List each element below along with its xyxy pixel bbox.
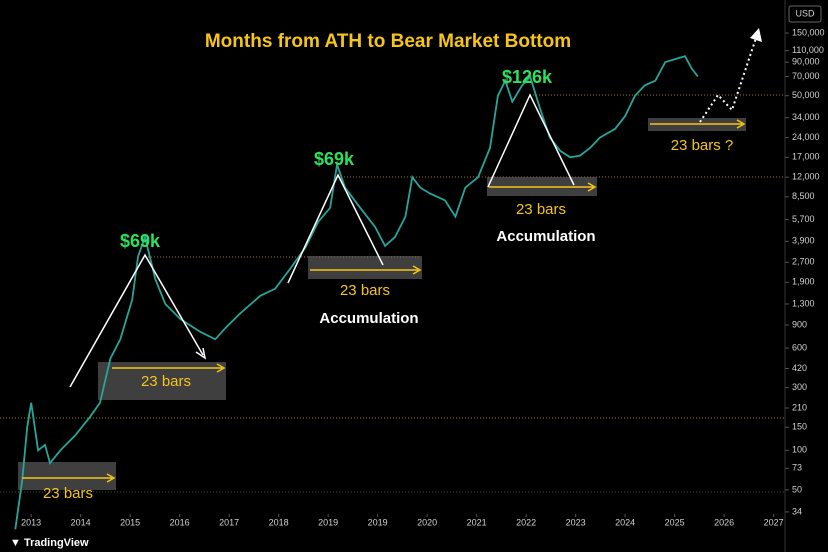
range-box (18, 462, 116, 490)
range-arrow (310, 265, 422, 275)
y-tick-label: 150 (792, 422, 807, 432)
y-tick-label: 73 (792, 463, 802, 473)
y-tick-label: 34 (792, 506, 802, 516)
price-line (14, 55, 699, 530)
y-tick-label: 900 (792, 319, 807, 329)
annotation: $69k (120, 231, 161, 251)
annotation: $126k (502, 67, 553, 87)
x-tick-label: 2014 (71, 517, 91, 527)
y-tick-label: 50 (792, 484, 802, 494)
x-tick-label: 2022 (516, 517, 536, 527)
x-tick-label: 2016 (170, 517, 190, 527)
range-arrow (650, 119, 746, 129)
y-tick-label: 50,000 (792, 90, 820, 100)
x-tick-label: 2019 (318, 517, 338, 527)
y-tick-label: 24,000 (792, 132, 820, 142)
cycle-line (287, 173, 384, 284)
plot (14, 55, 699, 530)
annotation: 23 bars ? (671, 137, 734, 154)
annotation: 23 bars (141, 373, 191, 390)
y-tick-label: 34,000 (792, 112, 820, 122)
overlay (0, 94, 785, 493)
annotation: Accumulation (319, 310, 418, 327)
y-tick-label: 110,000 (792, 45, 824, 55)
chart-title: Months from ATH to Bear Market Bottom (205, 31, 571, 52)
x-tick-label: 2019 (368, 517, 388, 527)
x-tick-label: 2024 (615, 517, 635, 527)
cycle-line (69, 253, 207, 388)
y-tick-label: 300 (792, 382, 807, 392)
annotation: 23 bars (43, 485, 93, 502)
y-tick-label: 3,900 (792, 236, 815, 246)
y-tick-label: 420 (792, 363, 807, 373)
y-tick-label: 150,000 (792, 27, 825, 37)
annotation: $69k (314, 149, 355, 169)
y-axis-label: USD (795, 8, 815, 18)
x-tick-label: 2026 (714, 517, 734, 527)
y-tick-label: 70,000 (792, 71, 820, 81)
projection-line (699, 34, 758, 123)
range-arrow (112, 363, 226, 373)
x-tick-label: 2023 (566, 517, 586, 527)
x-tick-label: 2013 (21, 517, 41, 527)
x-tick-label: 2025 (665, 517, 685, 527)
y-tick-label: 5,700 (792, 214, 815, 224)
cycle-line (487, 93, 575, 188)
y-tick-label: 8,500 (792, 191, 815, 201)
y-tick-label: 600 (792, 342, 807, 352)
overlay-top (22, 0, 786, 552)
y-tick-label: 17,000 (792, 152, 820, 162)
x-tick-label: 2021 (467, 517, 487, 527)
y-tick-label: 1,300 (792, 298, 815, 308)
annotation: Accumulation (496, 228, 595, 245)
x-tick-label: 2027 (764, 517, 784, 527)
y-tick-label: 1,900 (792, 277, 815, 287)
annotation: 23 bars (516, 201, 566, 218)
x-tick-label: 2020 (417, 517, 437, 527)
y-tick-label: 100 (792, 445, 807, 455)
y-tick-label: 12,000 (792, 172, 820, 182)
projection-arrow (750, 28, 762, 42)
x-tick-label: 2017 (219, 517, 239, 527)
annotation: 23 bars (340, 282, 390, 299)
y-tick-label: 2,700 (792, 257, 815, 267)
range-box (308, 256, 422, 279)
y-tick-label: 90,000 (792, 57, 820, 67)
unit-box (788, 5, 822, 23)
x-tick-label: 2015 (120, 517, 140, 527)
y-tick-label: 210 (792, 402, 807, 412)
source-text: TradingView (24, 537, 89, 549)
source: ▼ TradingView (10, 537, 89, 549)
range-arrow (489, 182, 597, 192)
x-tick-label: 2018 (269, 517, 289, 527)
range-arrow (22, 473, 116, 483)
